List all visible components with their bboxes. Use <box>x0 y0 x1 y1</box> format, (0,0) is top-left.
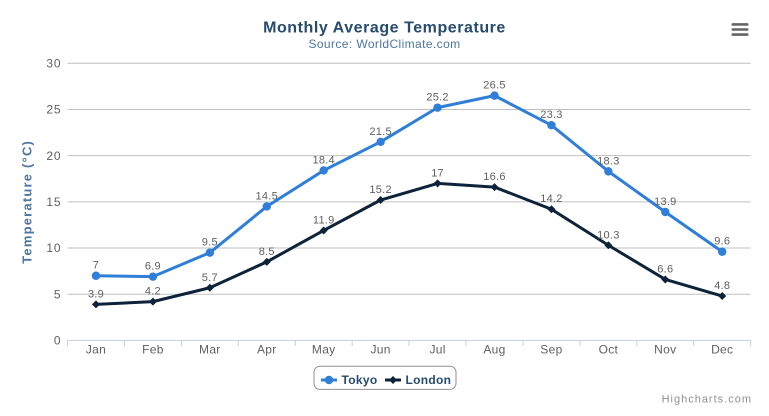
svg-text:5.7: 5.7 <box>202 272 218 284</box>
svg-text:4.2: 4.2 <box>145 286 161 298</box>
svg-text:10: 10 <box>46 241 61 255</box>
svg-text:Nov: Nov <box>654 343 676 357</box>
svg-text:Oct: Oct <box>599 343 619 357</box>
svg-text:18.4: 18.4 <box>312 154 334 166</box>
svg-text:16.6: 16.6 <box>483 171 505 183</box>
svg-text:Dec: Dec <box>711 343 733 357</box>
svg-text:25.2: 25.2 <box>426 92 448 104</box>
svg-text:Source: WorldClimate.com: Source: WorldClimate.com <box>308 37 460 51</box>
svg-text:4.8: 4.8 <box>714 280 730 292</box>
svg-text:14.5: 14.5 <box>256 190 278 202</box>
svg-text:Jun: Jun <box>371 343 391 357</box>
svg-text:25: 25 <box>46 103 61 117</box>
svg-text:5: 5 <box>54 287 62 301</box>
svg-text:17: 17 <box>431 167 444 179</box>
svg-text:0: 0 <box>54 334 62 348</box>
svg-text:London: London <box>406 373 452 387</box>
svg-text:8.5: 8.5 <box>259 246 275 258</box>
svg-text:20: 20 <box>46 149 61 163</box>
svg-text:Monthly Average Temperature: Monthly Average Temperature <box>263 20 506 37</box>
svg-text:Temperature (°C): Temperature (°C) <box>20 140 35 264</box>
svg-text:Sep: Sep <box>540 343 562 357</box>
svg-text:9.6: 9.6 <box>714 236 730 248</box>
svg-text:6.6: 6.6 <box>657 263 673 275</box>
svg-text:Jul: Jul <box>429 343 445 357</box>
svg-text:Highcharts.com: Highcharts.com <box>662 394 752 406</box>
svg-text:7: 7 <box>93 260 99 272</box>
svg-text:Mar: Mar <box>199 343 221 357</box>
svg-text:23.3: 23.3 <box>540 109 562 121</box>
svg-text:Tokyo: Tokyo <box>342 373 378 387</box>
svg-text:6.9: 6.9 <box>145 261 161 273</box>
svg-text:30: 30 <box>46 57 61 71</box>
svg-text:Apr: Apr <box>257 343 277 357</box>
svg-text:May: May <box>312 343 336 357</box>
svg-text:15: 15 <box>46 195 61 209</box>
svg-text:21.5: 21.5 <box>369 126 391 138</box>
svg-text:Jan: Jan <box>86 343 106 357</box>
svg-text:15.2: 15.2 <box>369 184 391 196</box>
svg-text:9.5: 9.5 <box>202 237 218 249</box>
svg-text:10.3: 10.3 <box>597 229 619 241</box>
svg-text:3.9: 3.9 <box>88 288 104 300</box>
svg-text:Feb: Feb <box>142 343 164 357</box>
svg-text:18.3: 18.3 <box>597 155 619 167</box>
svg-text:11.9: 11.9 <box>313 214 335 226</box>
svg-text:13.9: 13.9 <box>654 196 676 208</box>
svg-text:14.2: 14.2 <box>540 193 562 205</box>
svg-text:Aug: Aug <box>483 343 505 357</box>
svg-text:26.5: 26.5 <box>483 80 505 92</box>
